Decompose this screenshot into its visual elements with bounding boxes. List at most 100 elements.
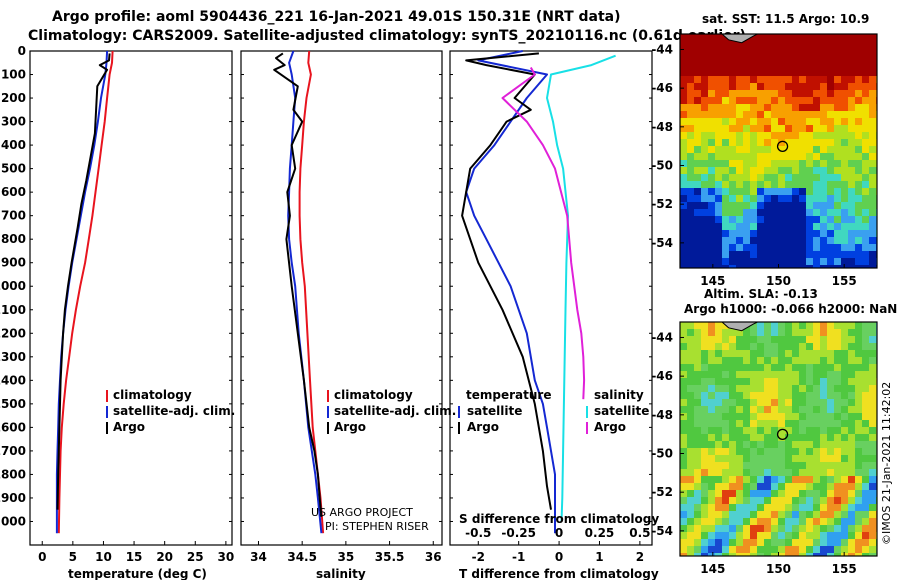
map-cell [778, 497, 786, 505]
map-cell [687, 483, 695, 491]
map-cell [771, 455, 779, 463]
map-cell [806, 371, 814, 379]
map-cell [778, 532, 786, 540]
map-cell [792, 434, 800, 442]
map-cell [694, 469, 702, 477]
map-cell [792, 104, 800, 112]
map-cell [708, 427, 716, 435]
map-cell [771, 146, 779, 154]
map-cell [834, 216, 842, 224]
map-cell [827, 490, 835, 498]
sst-map [680, 34, 877, 268]
map-cell [785, 181, 793, 189]
map-cell [848, 258, 856, 266]
map-cell [722, 490, 730, 498]
map-cell [715, 399, 723, 407]
map-cell [680, 357, 688, 365]
map-cell [715, 146, 723, 154]
map-cell [792, 160, 800, 168]
map-cell [813, 420, 821, 428]
map-cell [869, 216, 877, 224]
map-cell [722, 153, 730, 161]
map-cell [708, 118, 716, 126]
map-cell [785, 371, 793, 379]
map-cell [687, 322, 695, 330]
map-cell [729, 476, 737, 484]
map-cell [757, 483, 765, 491]
map-cell [785, 392, 793, 400]
map-cell [764, 476, 772, 484]
map-cell [806, 181, 814, 189]
map-cell [792, 195, 800, 203]
map-cell [862, 62, 870, 70]
map-cell [757, 237, 765, 245]
map-cell [743, 483, 751, 491]
map-cell [722, 174, 730, 182]
map-cell [848, 546, 856, 554]
map-cell [855, 41, 863, 49]
map-cell [764, 104, 772, 112]
map-cell [785, 90, 793, 98]
map-cell [694, 139, 702, 147]
map-cell [743, 132, 751, 140]
map-cell [778, 90, 786, 98]
map-cell [764, 146, 772, 154]
map-cell [792, 237, 800, 245]
map-cell [827, 125, 835, 133]
map-cell [771, 209, 779, 217]
map-cell [694, 118, 702, 126]
map-cell [848, 174, 856, 182]
map-cell [722, 258, 730, 266]
map-cell [722, 167, 730, 175]
map-cell [799, 174, 807, 182]
map-cell [722, 139, 730, 147]
map-cell [694, 223, 702, 231]
map-cell [771, 265, 779, 268]
map-cell [799, 546, 807, 554]
map-cell [771, 322, 779, 330]
map-cell [820, 188, 828, 196]
map-cell [813, 350, 821, 358]
map-cell [715, 350, 723, 358]
map-cell [792, 350, 800, 358]
map-cell [743, 553, 751, 556]
map-cell [715, 364, 723, 372]
map-cell [799, 553, 807, 556]
map-cell [715, 546, 723, 554]
map-cell [841, 118, 849, 126]
map-cell [841, 525, 849, 533]
map-cell [813, 427, 821, 435]
map-cell [694, 188, 702, 196]
map-cell [729, 244, 737, 252]
map-cell [715, 378, 723, 386]
map-cell [687, 174, 695, 182]
map-cell [778, 265, 786, 268]
map-cell [701, 476, 709, 484]
map-cell [820, 385, 828, 393]
map-cell [764, 209, 772, 217]
map-cell [722, 97, 730, 105]
map-cell [785, 160, 793, 168]
depth-tick-label: 1200 [0, 326, 26, 340]
map-cell [729, 539, 737, 547]
map-cell [715, 448, 723, 456]
map-cell [820, 62, 828, 70]
map-cell [680, 153, 688, 161]
map-cell [764, 188, 772, 196]
map-cell [729, 223, 737, 231]
map-cell [680, 371, 688, 379]
map-cell [680, 469, 688, 477]
map-cell [729, 167, 737, 175]
map-cell [827, 111, 835, 119]
map-cell [764, 420, 772, 428]
map-cell [715, 244, 723, 252]
map-cell [799, 427, 807, 435]
map-cell [827, 55, 835, 63]
map-cell [848, 420, 856, 428]
map-cell [701, 104, 709, 112]
map-cell [778, 237, 786, 245]
map-cell [764, 504, 772, 512]
map-cell [694, 125, 702, 133]
map-cell [813, 104, 821, 112]
map-cell [757, 357, 765, 365]
